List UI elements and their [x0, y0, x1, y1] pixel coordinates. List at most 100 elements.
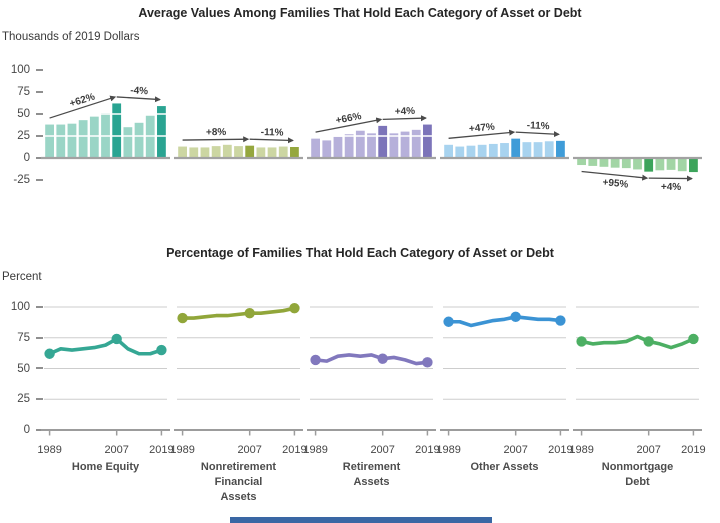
bar [67, 123, 77, 158]
trend-line [579, 334, 696, 350]
bar [56, 124, 66, 158]
annotation-arrow [382, 115, 427, 122]
y-tick-value: 75 [17, 331, 30, 344]
trend-line [180, 306, 297, 320]
y-tick-label: 25 [0, 392, 43, 406]
y-tick-mark [36, 305, 43, 308]
bars-group [577, 158, 698, 173]
annotation: -11% [249, 127, 294, 144]
category-label-retirement-assets: Retirement Assets [342, 461, 401, 488]
y-tick-mark [36, 156, 43, 159]
annotation-label: +4% [395, 106, 416, 118]
annotation: +47% [448, 122, 516, 139]
bar [677, 158, 687, 172]
bar [444, 144, 453, 158]
x-tick-label: 2019 [681, 444, 705, 456]
bar [222, 144, 232, 158]
y-tick-mark [36, 112, 43, 115]
bar-chart-nonmortgage-debt: +95% +4% [573, 113, 702, 193]
y-tick-mark [36, 178, 43, 181]
data-point-marker [177, 312, 188, 324]
annotation: +8% [182, 127, 250, 143]
data-point-marker [688, 333, 699, 345]
data-point-marker [555, 315, 566, 326]
bar [290, 147, 299, 158]
bar [200, 147, 210, 158]
y-tick-label: 75 [0, 331, 43, 345]
x-tick-label: 2019 [282, 444, 306, 456]
bar [477, 144, 487, 158]
data-point-marker [510, 311, 521, 323]
y-tick-mark [36, 398, 43, 401]
bar [134, 122, 144, 158]
data-point-marker [156, 344, 167, 356]
data-point-marker [422, 357, 433, 368]
bar [610, 158, 620, 168]
y-tick-value: 25 [17, 393, 30, 406]
bar [189, 147, 199, 158]
bar [577, 158, 586, 166]
category-label-other-assets: Other Assets [470, 461, 539, 473]
bar [556, 140, 565, 158]
trend-line [446, 315, 563, 328]
x-tick-label: 2007 [370, 444, 394, 456]
x-tick-label: 1989 [569, 444, 593, 456]
bars-group [45, 103, 166, 158]
trend-line [313, 353, 430, 366]
bar [644, 158, 654, 172]
bottom-axis-unit-label: Percent [2, 271, 42, 283]
annotation-label: +66% [335, 111, 363, 127]
data-point-marker [111, 333, 122, 345]
bar [488, 143, 498, 158]
annotation-arrow [515, 131, 560, 138]
annotation-arrow [116, 96, 161, 103]
y-tick-label: 0 [0, 423, 43, 437]
x-tick-label: 2019 [548, 444, 572, 456]
annotation: +95% [581, 170, 649, 191]
y-tick-label: 50 [0, 362, 43, 376]
category-label-home-equity: Home Equity [71, 461, 140, 473]
x-tick-label: 2019 [149, 444, 173, 456]
bar [145, 115, 155, 158]
annotation-arrow [49, 95, 117, 119]
x-tick-label: 2007 [237, 444, 261, 456]
y-tick-mark [36, 428, 43, 431]
bar [344, 134, 354, 158]
y-tick-mark [36, 367, 43, 370]
bar [178, 146, 187, 158]
y-tick-mark [36, 90, 43, 93]
line-chart-retirement-assets: 1989 2007 2019 [303, 306, 440, 456]
data-point-marker [44, 348, 55, 359]
category-label-nonretirement-financial-assets: Nonretirement Financial Assets [200, 461, 277, 503]
x-tick-label: 1989 [170, 444, 194, 456]
bar [333, 136, 343, 158]
bar [655, 158, 665, 171]
bars-group [311, 124, 432, 158]
bar [45, 124, 54, 158]
annotation: -11% [515, 120, 560, 138]
annotation: +4% [382, 106, 427, 122]
y-tick-value: 50 [17, 108, 30, 120]
bar [588, 158, 598, 166]
y-tick-label: 100 [0, 63, 43, 77]
bar [311, 138, 320, 158]
data-point-marker [310, 354, 321, 366]
bar [245, 145, 255, 158]
y-tick-value: 100 [10, 301, 30, 313]
x-tick-label: 2007 [104, 444, 128, 456]
data-point-marker [576, 336, 587, 347]
bar [322, 140, 332, 158]
bar [157, 106, 166, 158]
y-tick-label: 25 [0, 129, 43, 143]
annotation: -4% [116, 85, 161, 103]
y-tick-value: 25 [17, 130, 30, 142]
y-tick-mark [36, 134, 43, 137]
bar-chart-home-equity: +62% -4% [41, 85, 170, 160]
y-tick-label: -25 [0, 173, 43, 187]
annotation-label: -11% [527, 120, 550, 132]
bar [633, 158, 642, 170]
y-tick-value: 100 [10, 64, 30, 76]
bar [455, 146, 465, 158]
bar [423, 124, 432, 158]
